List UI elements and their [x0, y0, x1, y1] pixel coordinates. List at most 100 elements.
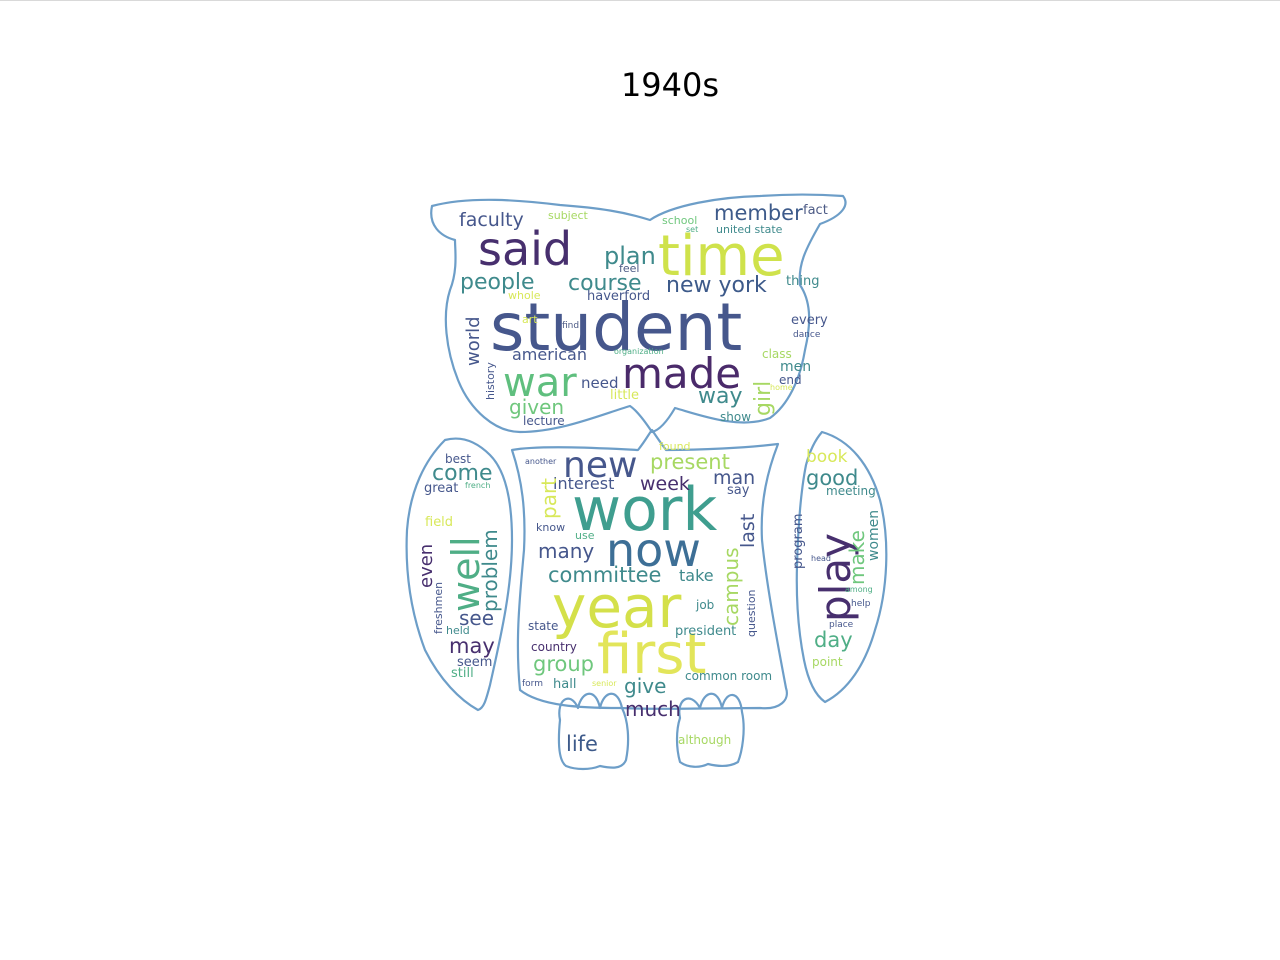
word-art: art [522, 313, 538, 326]
word-men: men [780, 359, 811, 375]
word-home: home [770, 383, 793, 392]
word-use: use [575, 529, 595, 542]
word-said: said [478, 222, 572, 276]
word-another: another [525, 457, 557, 466]
word-member: member [714, 201, 803, 225]
word-help: help [851, 599, 871, 609]
word-set: set [686, 225, 698, 234]
word-day: day [814, 628, 853, 652]
word-problem: problem [478, 529, 502, 612]
word-little: little [610, 388, 639, 403]
owl-right-wing-outline [795, 430, 888, 704]
word-world: world [463, 316, 484, 366]
word-know: know [536, 521, 565, 534]
word-make: make [845, 530, 869, 585]
word-united-state: united state [716, 223, 783, 236]
word-american: american [512, 345, 587, 364]
word-great: great [424, 481, 458, 496]
word-whole: whole [508, 289, 541, 302]
word-among: among [845, 585, 873, 594]
word-plan: plan [604, 242, 656, 270]
word-fact: fact [803, 203, 828, 218]
word-head: head [811, 554, 831, 563]
word-need: need [581, 374, 619, 392]
owl-right-foot-outline [675, 692, 745, 768]
word-best: best [445, 452, 471, 466]
word-country: country [531, 640, 577, 654]
word-thing: thing [786, 274, 819, 289]
word-field: field [425, 515, 453, 530]
word-man: man [713, 467, 755, 489]
word-play: play [811, 533, 860, 622]
word-way: way [698, 384, 743, 409]
word-last: last [737, 514, 759, 548]
word-women: women [866, 510, 882, 561]
word-present: present [650, 450, 730, 474]
owl-left-foot-outline [557, 692, 630, 771]
word-take: take [679, 566, 714, 585]
word-faculty: faculty [459, 209, 524, 231]
owl-left-wing-outline [405, 437, 514, 712]
word-held: held [446, 624, 470, 637]
word-much: much [625, 697, 681, 721]
word-meeting: meeting [826, 484, 876, 498]
word-dance: dance [793, 330, 821, 340]
word-year: year [552, 573, 682, 641]
word-state: state [528, 619, 558, 633]
word-freshmen: freshmen [432, 582, 445, 634]
word-first: first [597, 622, 706, 687]
word-even: even [416, 544, 437, 588]
word-may: may [449, 634, 495, 658]
page-title: 1940s [620, 66, 720, 104]
word-part: part [537, 478, 561, 519]
word-still: still [451, 666, 474, 681]
word-many: many [538, 539, 594, 563]
word-given: given [509, 395, 564, 419]
word-made: made [622, 349, 741, 398]
word-say: say [727, 483, 750, 498]
word-hall: hall [553, 677, 576, 692]
word-feel: feel [619, 262, 639, 275]
owl-head-outline [430, 193, 847, 434]
word-book: book [806, 447, 848, 467]
word-every: every [791, 313, 828, 328]
word-haverford: haverford [587, 289, 650, 304]
word-president: president [675, 624, 736, 639]
word-give: give [624, 674, 666, 698]
word-come: come [432, 461, 493, 486]
top-rule [0, 0, 1280, 1]
word-well: well [444, 536, 488, 612]
word-time: time [658, 224, 785, 289]
word-organization: organization [614, 347, 664, 356]
word-french: french [465, 481, 490, 490]
word-subject: subject [548, 209, 589, 222]
word-student: student [490, 289, 742, 366]
word-find: find [562, 321, 579, 331]
word-place: place [829, 620, 854, 630]
word-end: end [779, 373, 802, 387]
word-group: group [533, 652, 594, 676]
word-work: work [572, 475, 717, 545]
word-although: although [678, 733, 731, 747]
word-history: history [484, 362, 497, 400]
owl-body-outline [510, 428, 788, 710]
word-new-york: new york [666, 273, 767, 298]
word-common-room: common room [685, 669, 772, 683]
word-people: people [460, 270, 535, 295]
word-girl: girl [751, 381, 776, 416]
word-good: good [806, 466, 858, 490]
word-course: course [568, 271, 642, 296]
word-lecture: lecture [523, 414, 565, 428]
owl-outline [405, 193, 888, 771]
word-new: new [563, 445, 637, 486]
word-school: school [662, 214, 697, 227]
word-class: class [762, 347, 792, 361]
word-interest: interest [553, 474, 614, 493]
word-senior: senior [592, 679, 617, 688]
word-question: question [745, 589, 758, 637]
word-job: job [695, 598, 714, 612]
word-point: point [812, 655, 843, 669]
word-found: found [659, 440, 691, 453]
